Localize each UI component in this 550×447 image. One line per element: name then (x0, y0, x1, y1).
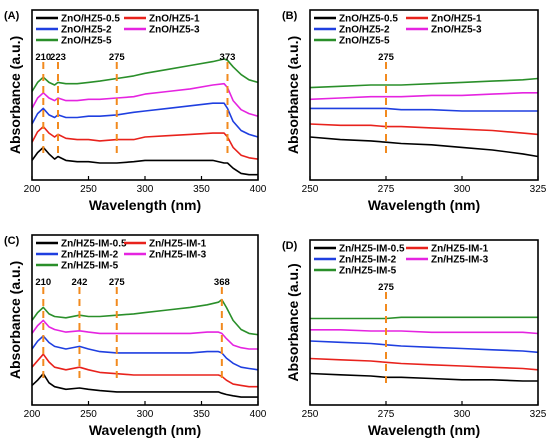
legend-label-c-4: Zn/HZ5-IM-5 (61, 261, 119, 272)
x-tick-label-c-0: 200 (24, 409, 41, 420)
y-axis-label-a: Absorbance (a.u.) (7, 36, 23, 154)
series-line-d-3 (310, 329, 539, 335)
panel-tag-d: (D) (282, 240, 298, 252)
series-line-a-3 (31, 82, 259, 117)
series-line-b-1 (309, 123, 539, 136)
legend-label-a-4: ZnO/HZ5-5 (61, 36, 112, 47)
axes-frame-b (309, 9, 539, 181)
x-tick-label-c-4: 400 (250, 409, 267, 420)
annotation-label-c-1: 242 (72, 277, 88, 288)
x-axis-label-c: Wavelength (nm) (89, 422, 201, 438)
annotation-label-b-0: 275 (378, 52, 395, 63)
panel-c: 210 242 275 368 200 250 300 350 400 Wavelength (n… (4, 234, 267, 438)
series-line-c-2 (31, 335, 259, 371)
panel-tag-c: (C) (4, 235, 20, 247)
legend-label-d-2: Zn/HZ5-IM-2 (339, 255, 397, 266)
panel-d: 275 250 275 300 325 Wavelength (nm) Absorbance… (282, 239, 547, 438)
x-tick-label-b-3: 325 (530, 184, 547, 195)
legend-label-d-4: Zn/HZ5-IM-5 (339, 266, 397, 277)
legend-label-d-1: Zn/HZ5-IM-1 (431, 244, 489, 255)
x-tick-label-c-2: 300 (137, 409, 154, 420)
panel-tag-a: (A) (4, 10, 20, 22)
legend-label-c-3: Zn/HZ5-IM-3 (149, 250, 207, 261)
x-tick-label-c-1: 250 (80, 409, 97, 420)
legend-label-b-4: ZnO/HZ5-5 (339, 36, 390, 47)
legend-label-d-3: Zn/HZ5-IM-3 (431, 255, 489, 266)
series-line-c-3 (31, 319, 258, 350)
panel-tag-b: (B) (282, 10, 298, 22)
annotation-label-c-3: 368 (214, 277, 230, 288)
x-tick-label-b-1: 275 (378, 184, 395, 195)
legend-label-c-2: Zn/HZ5-IM-2 (61, 250, 119, 261)
series-line-b-4 (309, 77, 539, 89)
x-tick-label-d-3: 325 (530, 409, 547, 420)
legend-label-c-1: Zn/HZ5-IM-1 (149, 239, 207, 250)
series-line-d-2 (309, 340, 539, 354)
legend-label-b-1: ZnO/HZ5-1 (431, 14, 482, 25)
x-tick-label-d-2: 300 (454, 409, 471, 420)
annotation-label-d-0: 275 (378, 282, 395, 293)
axes-frame-d (309, 239, 539, 406)
x-tick-label-b-0: 250 (302, 184, 319, 195)
legend-label-a-1: ZnO/HZ5-1 (149, 14, 200, 25)
x-tick-label-d-1: 275 (378, 409, 395, 420)
series-line-b-0 (309, 136, 539, 158)
annotation-label-a-1: 223 (50, 52, 66, 63)
legend-label-b-2: ZnO/HZ5-2 (339, 25, 390, 36)
x-tick-label-a-3: 350 (193, 184, 210, 195)
series-line-c-0 (31, 372, 258, 398)
x-tick-label-d-0: 250 (302, 409, 319, 420)
x-tick-label-b-2: 300 (454, 184, 471, 195)
series-line-d-0 (309, 372, 538, 382)
y-axis-label-b: Absorbance (a.u.) (285, 36, 301, 154)
x-axis-label-a: Wavelength (nm) (89, 197, 201, 213)
series-line-a-0 (31, 146, 258, 176)
annotation-label-a-2: 275 (109, 52, 126, 63)
series-line-d-4 (310, 316, 538, 320)
x-tick-label-a-2: 300 (137, 184, 154, 195)
annotation-label-a-3: 373 (220, 52, 236, 63)
legend-label-a-0: ZnO/HZ5-0.5 (61, 14, 120, 25)
x-tick-label-a-4: 400 (250, 184, 267, 195)
y-axis-label-d: Absorbance (a.u.) (285, 263, 301, 381)
x-tick-label-a-1: 250 (80, 184, 97, 195)
legend-label-b-3: ZnO/HZ5-3 (431, 25, 482, 36)
series-line-b-2 (310, 107, 538, 112)
x-axis-label-d: Wavelength (nm) (368, 422, 480, 438)
annotation-label-c-0: 210 (35, 277, 51, 288)
series-line-a-4 (31, 58, 259, 92)
annotation-label-c-2: 275 (109, 277, 126, 288)
legend-label-c-0: Zn/HZ5-IM-0.5 (61, 239, 127, 250)
legend-label-d-0: Zn/HZ5-IM-0.5 (339, 244, 405, 255)
series-line-a-1 (31, 125, 259, 160)
series-line-c-4 (31, 298, 259, 336)
annotation-label-a-0: 210 (35, 52, 51, 63)
series-line-c-1 (31, 353, 258, 388)
y-axis-label-c: Absorbance (a.u.) (7, 261, 23, 379)
series-line-d-1 (309, 357, 539, 371)
x-tick-label-a-0: 200 (24, 184, 41, 195)
series-line-a-2 (31, 102, 259, 138)
legend-label-b-0: ZnO/HZ5-0.5 (339, 14, 398, 25)
x-axis-label-b: Wavelength (nm) (368, 197, 480, 213)
legend-label-a-3: ZnO/HZ5-3 (149, 25, 200, 36)
legend-label-a-2: ZnO/HZ5-2 (61, 25, 112, 36)
x-tick-label-c-3: 350 (193, 409, 210, 420)
panel-b: 275 250 275 300 325 Wavelength (nm) Absorbance… (282, 9, 547, 213)
series-line-b-3 (309, 92, 538, 101)
